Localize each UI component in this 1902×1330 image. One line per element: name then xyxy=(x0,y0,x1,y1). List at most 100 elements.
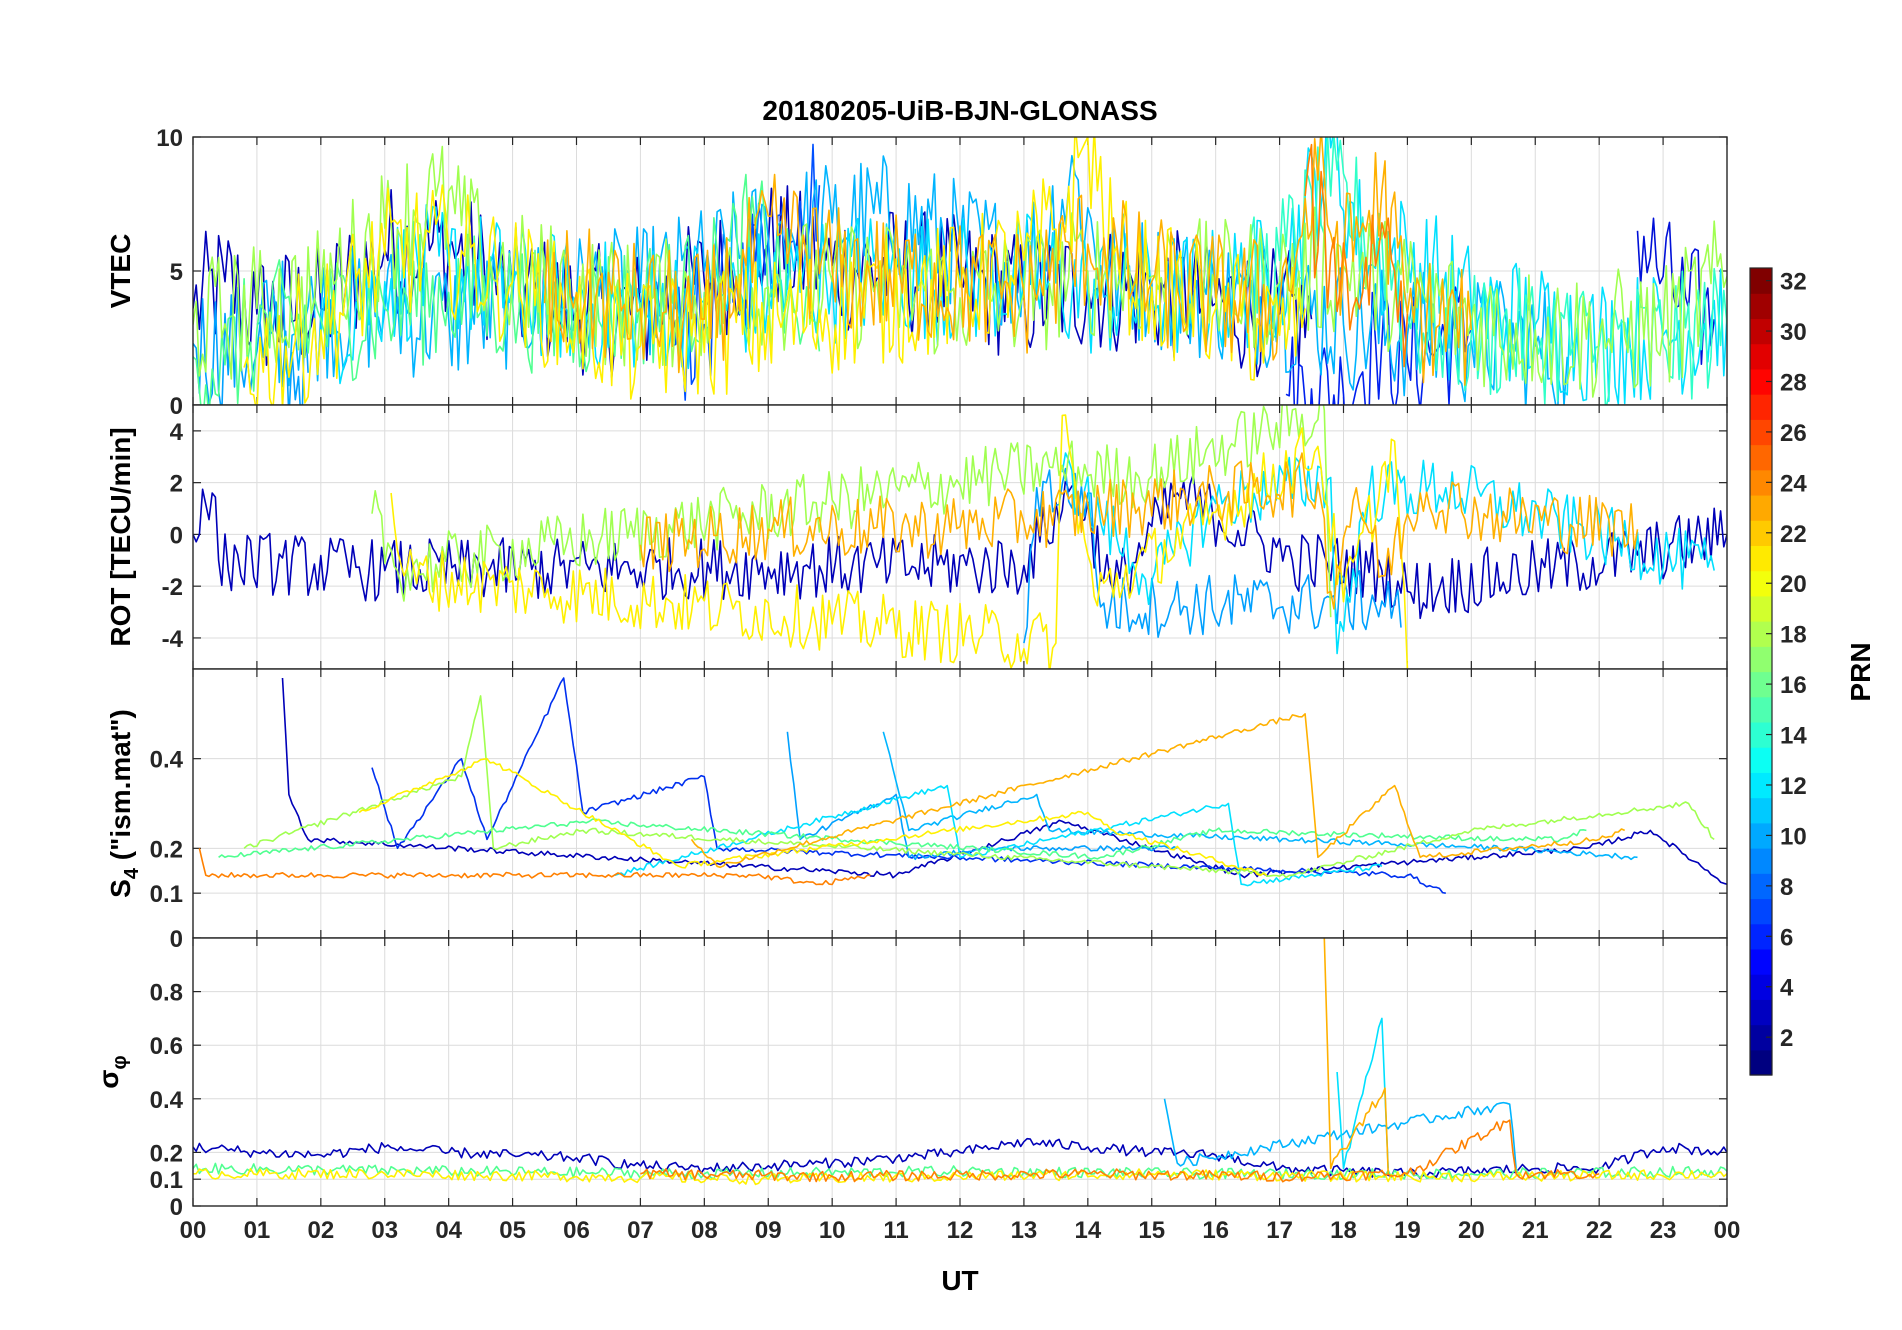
colorbar-tick-label: 22 xyxy=(1780,521,1807,548)
colorbar-segment xyxy=(1750,772,1772,799)
colorbar-segment xyxy=(1750,444,1772,471)
y-axis-label-main: S xyxy=(105,879,136,898)
panel-1: -4 -2 0 2 4 ROT [TECU/min] xyxy=(105,404,1728,670)
x-tick-label: 23 xyxy=(1650,1217,1677,1244)
colorbar-segment xyxy=(1750,494,1772,521)
x-tick-label: 18 xyxy=(1330,1217,1357,1244)
series-prn-24 xyxy=(198,848,871,886)
colorbar-tick-label: 18 xyxy=(1780,622,1807,649)
colorbar-segment xyxy=(1750,268,1772,294)
series-prn-10 xyxy=(256,154,1568,405)
x-tick-label: 21 xyxy=(1522,1217,1549,1244)
x-tick-label: 13 xyxy=(1011,1217,1038,1244)
x-tick-label: 22 xyxy=(1586,1217,1613,1244)
y-tick-label: 0.4 xyxy=(150,1087,184,1114)
colorbar-tick-label: 4 xyxy=(1780,975,1794,1002)
y-tick-label: -2 xyxy=(162,574,183,601)
x-tick-label: 12 xyxy=(947,1217,974,1244)
colorbar-segment xyxy=(1750,343,1772,370)
colorbar-segment xyxy=(1750,999,1772,1026)
colorbar-segment xyxy=(1750,923,1772,950)
colorbar-segment xyxy=(1750,595,1772,622)
y-axis-label: VTEC xyxy=(105,234,136,309)
x-tick-label: 11 xyxy=(883,1217,908,1244)
y-tick-label: 0.8 xyxy=(150,980,183,1007)
x-axis-label: UT xyxy=(941,1265,978,1296)
x-tick-label: 00 xyxy=(1714,1217,1741,1244)
x-tick-label: 06 xyxy=(563,1217,590,1244)
colorbar-tick-label: 32 xyxy=(1780,269,1807,296)
series-group xyxy=(193,137,1727,405)
y-tick-label: 0 xyxy=(170,393,183,420)
colorbar-segment xyxy=(1750,621,1772,647)
colorbar-segment xyxy=(1750,368,1772,395)
colorbar-tick-label: 6 xyxy=(1780,924,1793,951)
colorbar-segment xyxy=(1750,747,1772,773)
colorbar-segment xyxy=(1750,293,1772,320)
series-prn-2 xyxy=(193,473,1727,620)
colorbar-tick-label: 30 xyxy=(1780,319,1807,346)
colorbar-segment xyxy=(1750,1049,1772,1076)
colorbar-tick-label: 10 xyxy=(1780,823,1807,850)
series-prn-16 xyxy=(218,818,1587,860)
colorbar-tick-label: 14 xyxy=(1780,723,1807,750)
colorbar-segment xyxy=(1750,394,1772,420)
colorbar-segment xyxy=(1750,545,1772,572)
series-prn-16 xyxy=(193,1162,1727,1180)
x-tick-label: 03 xyxy=(371,1217,398,1244)
colorbar-segment xyxy=(1750,1024,1772,1051)
y-tick-label: 2 xyxy=(170,471,183,498)
x-tick-label: 01 xyxy=(244,1217,271,1244)
y-tick-label: 0.1 xyxy=(150,881,183,908)
colorbar-segment xyxy=(1750,671,1772,698)
chart-title: 20180205-UiB-BJN-GLONASS xyxy=(762,95,1157,126)
x-tick-label: 20 xyxy=(1458,1217,1485,1244)
series-prn-2 xyxy=(193,1137,1727,1179)
y-axis-label: σφ xyxy=(93,1055,131,1088)
x-tick-label: 15 xyxy=(1138,1217,1165,1244)
series-prn-22 xyxy=(690,713,1626,869)
colorbar-segment xyxy=(1750,570,1772,597)
y-axis-label-main: σ xyxy=(93,1070,124,1089)
x-tick-label: 14 xyxy=(1074,1217,1101,1244)
colorbar-tick-label: 2 xyxy=(1780,1025,1793,1052)
y-tick-label: 0 xyxy=(170,1194,183,1221)
series-prn-12 xyxy=(1336,1017,1389,1170)
series-prn-24 xyxy=(640,1119,1600,1183)
colorbar-segment xyxy=(1750,822,1772,849)
colorbar-segment xyxy=(1750,696,1772,723)
colorbar-label: PRN xyxy=(1845,642,1876,701)
colorbar-segment xyxy=(1750,873,1772,900)
series-prn-20 xyxy=(193,1167,1727,1186)
colorbar-segment xyxy=(1750,469,1772,496)
colorbar-tick-label: 28 xyxy=(1780,369,1807,396)
colorbar-segment xyxy=(1750,848,1772,874)
panel-2: 0 0.1 0.2 0.4 S4 ("ism.mat") xyxy=(105,668,1728,953)
colorbar-tick-label: 8 xyxy=(1780,874,1793,901)
colorbar-segment xyxy=(1750,520,1772,547)
x-tick-label: 16 xyxy=(1202,1217,1229,1244)
series-prn-20 xyxy=(390,414,1409,669)
series-prn-22 xyxy=(543,137,1473,386)
series-prn-22 xyxy=(639,452,1639,610)
series-prn-22 xyxy=(1323,938,1389,1174)
y-tick-label: 5 xyxy=(170,259,183,286)
colorbar-frame xyxy=(1749,267,1773,1076)
panel-frame xyxy=(192,937,1728,1207)
y-axis-label-subscript: φ xyxy=(109,1055,131,1069)
x-tick-label: 02 xyxy=(307,1217,334,1244)
y-tick-label: 4 xyxy=(170,419,184,446)
y-tick-label: 0.6 xyxy=(150,1033,183,1060)
colorbar-tick-label: 16 xyxy=(1780,672,1807,699)
series-prn-24 xyxy=(1304,143,1409,368)
colorbar-segment xyxy=(1750,797,1772,824)
colorbar-segment xyxy=(1750,721,1772,748)
x-tick-label: 09 xyxy=(755,1217,782,1244)
colorbar-tick-label: 12 xyxy=(1780,773,1807,800)
y-tick-label: 0 xyxy=(170,926,183,953)
y-tick-label: 0.2 xyxy=(150,836,183,863)
y-tick-label: 0 xyxy=(170,522,183,549)
